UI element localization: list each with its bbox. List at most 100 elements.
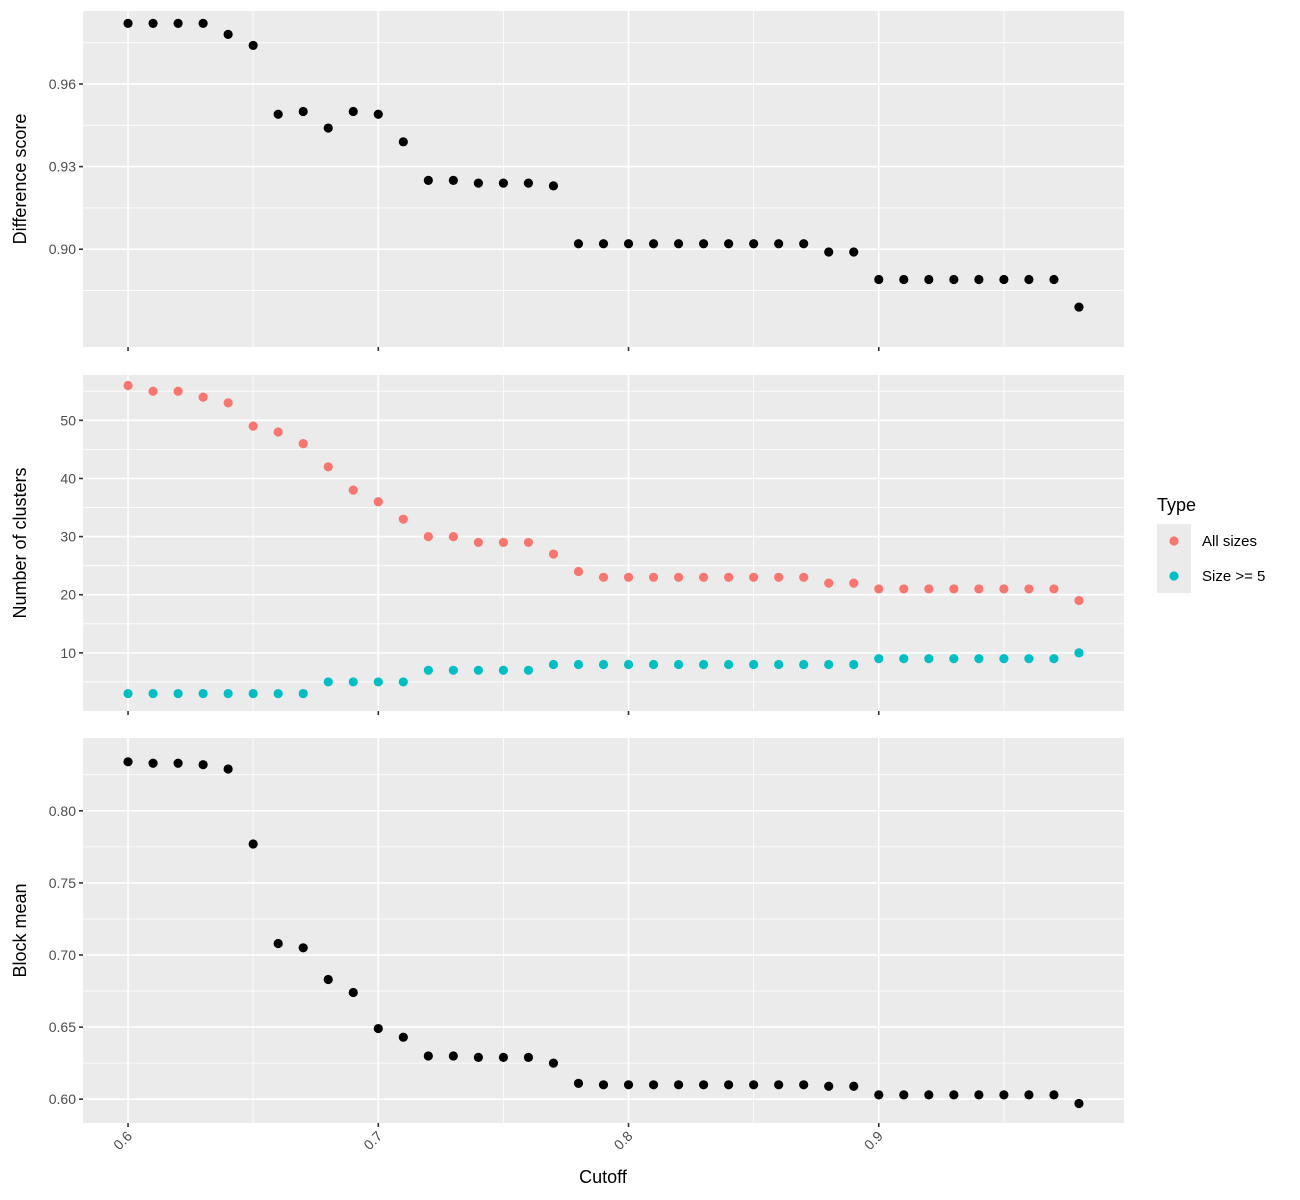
data-point: [123, 757, 133, 767]
y-tick-label: 0.60: [49, 1091, 76, 1107]
data-point: [298, 688, 308, 699]
y-tick-label: 10: [60, 645, 76, 661]
data-point: [623, 239, 634, 249]
series-size-5: [123, 648, 1084, 699]
data-point: [173, 386, 183, 396]
data-point: [724, 659, 734, 670]
data-point: [148, 386, 158, 396]
data-point: [774, 659, 784, 670]
data-point: [473, 665, 483, 675]
data-point: [623, 572, 634, 582]
data-point: [473, 537, 483, 548]
legend-label: All sizes: [1202, 533, 1257, 550]
panel-block-mean: 0.60 0.65 0.70 0.75 0.80 Block mean: [10, 738, 1124, 1127]
data-point: [598, 659, 609, 670]
x-tick-label: 0.6: [110, 1128, 135, 1153]
data-point: [999, 584, 1009, 594]
data-point: [724, 572, 734, 582]
data-point: [448, 175, 458, 185]
data-point: [148, 758, 158, 768]
data-point: [899, 274, 909, 285]
data-point: [373, 677, 383, 687]
data-point: [573, 239, 584, 249]
data-point: [598, 572, 609, 582]
y-tick-label: 50: [60, 412, 76, 428]
data-point: [548, 549, 559, 559]
data-point: [673, 239, 684, 249]
y-tick-label: 0.90: [49, 241, 76, 257]
data-point: [924, 584, 934, 594]
data-point: [974, 584, 984, 594]
data-point: [198, 392, 208, 402]
data-point: [648, 659, 659, 670]
data-point: [874, 1090, 884, 1100]
data-point: [749, 239, 759, 249]
data-point: [648, 1080, 659, 1090]
data-point: [373, 497, 383, 507]
y-axis-title-difference-score: Difference score: [10, 114, 30, 245]
data-point: [1074, 1098, 1084, 1109]
panel-number-of-clusters: 10 20 30 40 50 Number of clusters: [10, 375, 1124, 715]
data-point: [523, 665, 534, 675]
legend-key: [1169, 571, 1179, 581]
data-point: [398, 1032, 408, 1042]
data-point: [248, 40, 258, 51]
data-point: [1049, 274, 1059, 285]
data-point: [749, 572, 759, 582]
data-point: [849, 247, 859, 257]
data-point: [173, 688, 183, 699]
data-point: [974, 274, 984, 285]
data-point: [423, 175, 433, 185]
data-point: [448, 532, 458, 542]
data-point: [1074, 302, 1084, 312]
data-point: [673, 1080, 684, 1090]
data-point: [498, 665, 509, 675]
data-point: [423, 532, 433, 542]
data-point: [573, 1078, 584, 1088]
data-point: [298, 106, 308, 117]
data-point: [849, 1081, 859, 1091]
data-point: [698, 659, 709, 670]
data-point: [724, 239, 734, 249]
series-difference-score: [123, 18, 1084, 312]
data-point: [148, 18, 158, 28]
data-point: [273, 688, 283, 699]
data-point: [323, 974, 333, 985]
data-point: [1049, 654, 1059, 664]
data-point: [1024, 584, 1034, 594]
data-point: [673, 572, 684, 582]
chart-panels: 0.90 0.93 0.96 Difference score 10 20 30 40 50 Nu…: [10, 11, 1124, 1127]
legend-key-background: [1157, 524, 1191, 593]
data-point: [223, 29, 233, 40]
data-point: [573, 659, 584, 670]
data-point: [523, 1052, 534, 1062]
data-point: [899, 584, 909, 594]
y-tick-label: 0.65: [49, 1019, 76, 1035]
data-point: [448, 665, 458, 675]
data-point: [348, 677, 358, 687]
data-point: [523, 178, 534, 188]
data-point: [398, 677, 408, 687]
data-point: [323, 677, 333, 687]
x-tick-label: 0.9: [861, 1128, 886, 1153]
data-point: [248, 839, 258, 849]
data-point: [749, 659, 759, 670]
data-point: [373, 109, 383, 119]
data-point: [248, 421, 258, 431]
legend-entries: All sizes Size >= 5: [1169, 533, 1265, 585]
data-point: [198, 760, 208, 770]
data-point: [724, 1080, 734, 1090]
data-point: [648, 572, 659, 582]
data-point: [698, 1080, 709, 1090]
data-point: [774, 239, 784, 249]
data-point: [248, 688, 258, 699]
data-point: [799, 659, 809, 670]
data-point: [949, 654, 959, 664]
panel-difference-score: 0.90 0.93 0.96 Difference score: [10, 11, 1124, 351]
data-point: [1024, 1090, 1034, 1100]
y-tick-label: 30: [60, 529, 76, 545]
data-point: [398, 137, 408, 147]
data-point: [874, 654, 884, 664]
data-point: [698, 239, 709, 249]
